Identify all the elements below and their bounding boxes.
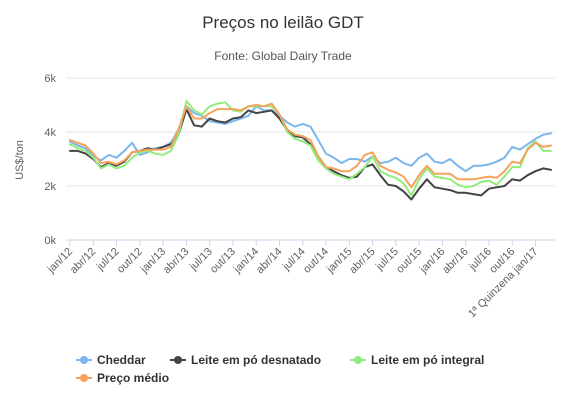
legend-marker (354, 356, 362, 364)
legend[interactable]: Cheddar Leite em pó desnatado Leite em pó … (76, 353, 484, 385)
series-line-cheddar (69, 105, 552, 173)
series-line-preco-medio (69, 102, 552, 189)
x-tick-label: abr/15 (347, 246, 378, 277)
legend-item[interactable]: Leite em pó desnatado (170, 353, 321, 367)
x-axis: jan/12abr/12jul/12out/12jan/13abr/13jul/… (45, 239, 555, 320)
legend-item[interactable]: Preço médio (76, 371, 169, 385)
legend-label: Leite em pó integral (371, 353, 484, 367)
grid-lines (66, 77, 555, 241)
legend-item[interactable]: Leite em pó integral (350, 353, 484, 367)
legend-label: Preço médio (97, 371, 169, 385)
legend-marker (80, 374, 88, 382)
chart-title: Preços no leilão GDT (202, 13, 364, 32)
x-tick-label: out/14 (301, 246, 331, 276)
x-tick-label: out/12 (115, 246, 145, 276)
y-tick-label: 4k (44, 127, 56, 139)
series-line-leite-em-po-integral (69, 100, 552, 197)
x-tick-label: out/15 (394, 246, 424, 276)
y-axis-label: US$/ton (14, 140, 26, 180)
x-tick-label: abr/12 (68, 246, 99, 277)
legend-marker (80, 356, 88, 364)
legend-label: Cheddar (97, 353, 146, 367)
y-tick-label: 2k (44, 181, 56, 193)
x-tick-label: out/13 (208, 246, 238, 276)
legend-item[interactable]: Cheddar (76, 353, 146, 367)
x-tick-label: abr/14 (254, 246, 285, 277)
x-tick-label: abr/16 (440, 246, 471, 277)
chart-subtitle: Fonte: Global Dairy Trade (214, 49, 352, 63)
series-lines (69, 100, 552, 201)
legend-label: Leite em pó desnatado (191, 353, 321, 367)
legend-marker (174, 356, 182, 364)
y-tick-label: 6k (44, 73, 56, 85)
y-tick-label: 0k (44, 235, 56, 247)
y-tick-labels: 0k 2k 4k 6k (44, 73, 56, 247)
x-tick-label: abr/13 (161, 246, 192, 277)
